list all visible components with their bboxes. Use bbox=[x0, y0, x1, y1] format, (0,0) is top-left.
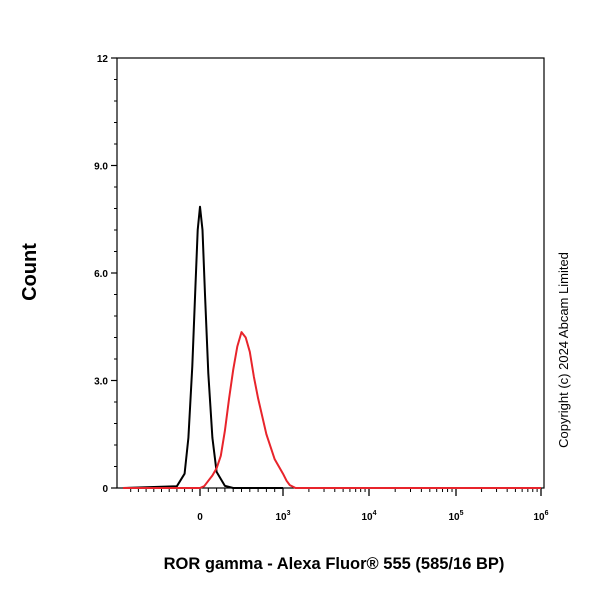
x-tick-label: 0 bbox=[197, 512, 203, 523]
series-layer bbox=[122, 205, 541, 489]
histogram-series-stained bbox=[123, 331, 541, 489]
y-tick-label: 0 bbox=[102, 484, 108, 495]
y-tick-label: 3.0 bbox=[94, 377, 108, 388]
y-tick-label: 12 bbox=[97, 54, 109, 65]
y-tick-label: 6.0 bbox=[94, 269, 108, 280]
y-tick-label: 9.0 bbox=[94, 162, 108, 173]
y-axis: 0 3.0 6.0 9.0 12 bbox=[94, 54, 117, 495]
y-axis-title: Count bbox=[19, 243, 41, 301]
x-axis-title: ROR gamma - Alexa Fluor® 555 (585/16 BP) bbox=[164, 555, 505, 573]
histogram-series-control bbox=[122, 205, 283, 489]
copyright-text: Copyright (c) 2024 Abcam Limited bbox=[556, 252, 571, 448]
